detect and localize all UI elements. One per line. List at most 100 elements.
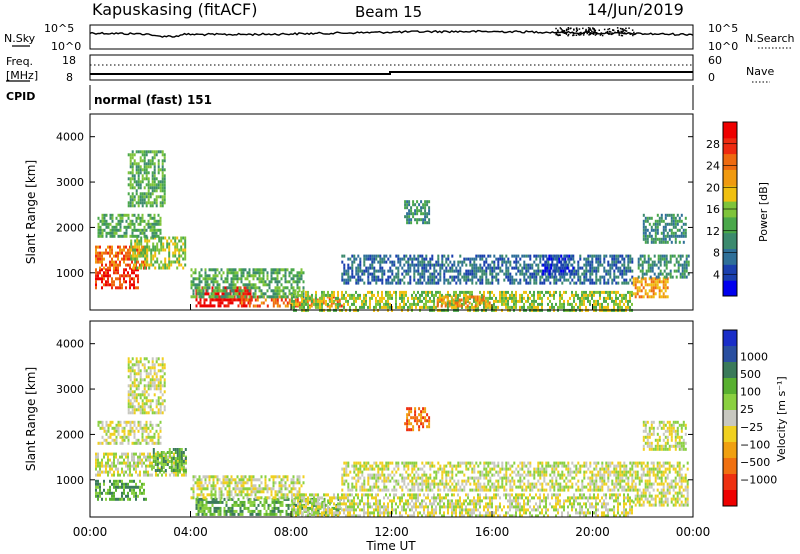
range-cell — [127, 216, 130, 220]
range-cell — [105, 251, 107, 255]
range-cell — [644, 234, 647, 238]
range-cell — [408, 209, 411, 213]
range-cell — [642, 228, 645, 232]
range-cell — [157, 402, 160, 406]
range-cell — [131, 204, 134, 208]
range-cell — [226, 295, 229, 299]
range-cell — [639, 269, 642, 273]
range-cell — [564, 254, 567, 258]
range-cell — [571, 278, 574, 282]
range-cell — [175, 473, 177, 477]
range-cell — [97, 479, 99, 483]
noise-search-point — [557, 29, 559, 32]
range-cell — [143, 231, 146, 235]
range-cell — [371, 290, 373, 294]
range-cell — [591, 290, 593, 294]
range-cell — [637, 257, 640, 261]
range-cell — [282, 289, 285, 293]
range-cell — [178, 260, 181, 264]
range-cell — [280, 289, 283, 293]
range-cell — [443, 278, 446, 282]
range-cell — [156, 248, 159, 252]
range-cell — [137, 369, 140, 373]
range-cell — [677, 260, 680, 264]
range-cell — [149, 435, 152, 439]
range-cell — [141, 180, 144, 184]
range-cell — [563, 278, 566, 282]
range-cell — [180, 463, 183, 466]
range-cell — [652, 277, 655, 281]
range-cell — [566, 254, 569, 258]
range-cell — [473, 263, 476, 267]
range-cell — [232, 292, 235, 296]
range-cell — [451, 269, 454, 273]
range-cell — [99, 461, 101, 465]
range-cell — [95, 271, 97, 275]
range-cell — [679, 275, 682, 279]
range-cell — [240, 475, 243, 479]
range-cell — [435, 290, 437, 294]
range-cell — [137, 274, 139, 278]
range-cell — [389, 281, 392, 285]
range-cell — [479, 269, 482, 273]
range-cell — [547, 302, 549, 306]
range-cell — [573, 260, 576, 264]
range-cell — [573, 275, 576, 279]
range-cell — [451, 278, 454, 282]
range-cell — [176, 248, 179, 252]
range-cell — [363, 260, 366, 264]
range-cell — [371, 296, 373, 300]
range-cell — [169, 455, 171, 459]
range-cell — [485, 257, 488, 261]
range-cell — [113, 432, 116, 436]
range-cell — [583, 290, 585, 294]
range-cell — [176, 245, 179, 249]
range-cell — [155, 150, 158, 154]
range-cell — [541, 305, 543, 309]
range-cell — [121, 470, 123, 474]
noise-search-point — [588, 34, 590, 36]
range-cell — [97, 491, 99, 495]
range-cell — [632, 277, 635, 281]
noise-search-point — [575, 30, 578, 32]
range-cell — [253, 509, 256, 513]
range-cell — [282, 286, 285, 290]
range-cell — [158, 266, 161, 270]
range-cell — [164, 460, 167, 463]
range-cell — [587, 260, 590, 264]
range-cell — [140, 263, 143, 267]
range-cell — [131, 201, 134, 205]
range-cell — [351, 296, 353, 300]
range-cell — [607, 272, 610, 276]
range-cell — [164, 248, 167, 252]
range-cell — [211, 497, 214, 501]
range-cell — [573, 293, 575, 297]
range-cell — [196, 283, 199, 287]
range-cell — [662, 231, 665, 235]
range-cell — [161, 402, 164, 406]
range-cell — [151, 375, 154, 379]
range-cell — [153, 174, 156, 178]
range-cell — [264, 481, 267, 485]
range-cell — [133, 268, 135, 272]
range-cell — [558, 272, 561, 276]
range-cell — [267, 503, 270, 507]
range-cell — [484, 304, 487, 308]
noise-search-point — [609, 31, 612, 33]
range-cell — [149, 216, 152, 220]
range-cell — [395, 281, 398, 285]
noise-search-point — [564, 32, 566, 34]
range-cell — [501, 290, 503, 294]
range-cell — [155, 195, 158, 199]
range-cell — [129, 369, 132, 373]
noise-search-point — [592, 28, 594, 30]
range-cell — [463, 293, 465, 297]
range-cell — [373, 278, 376, 282]
range-cell — [359, 296, 361, 300]
range-cell — [589, 299, 591, 303]
range-cell — [599, 257, 602, 261]
range-cell — [196, 289, 199, 293]
range-cell — [145, 384, 148, 388]
range-cell — [184, 254, 187, 258]
range-cell — [272, 475, 275, 479]
